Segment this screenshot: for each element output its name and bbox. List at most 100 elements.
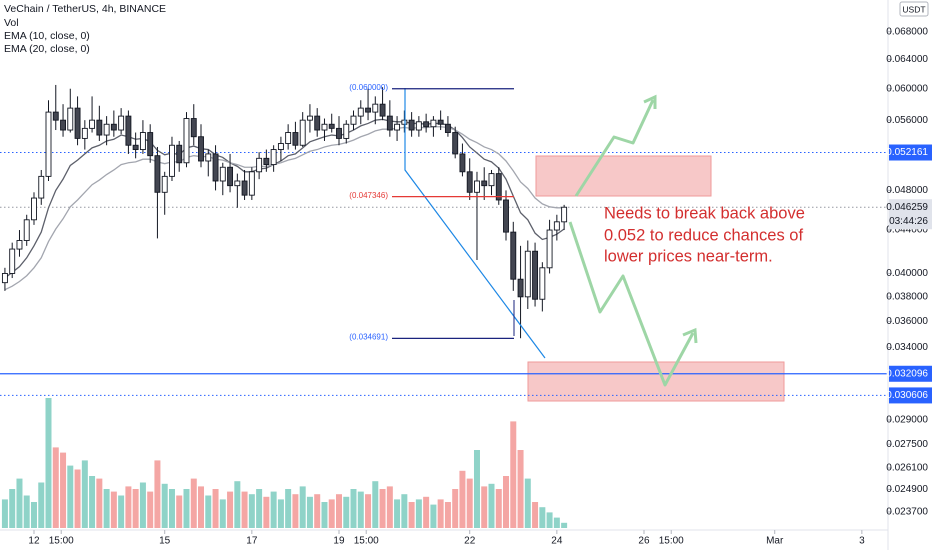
- volume-bar: [89, 476, 96, 528]
- y-tick-label: 0.036000: [886, 316, 928, 327]
- volume-bar: [306, 496, 313, 528]
- candle-body: [372, 103, 379, 113]
- price-pane: [1, 84, 568, 339]
- volume-bar: [379, 489, 386, 528]
- volume-bar: [45, 398, 52, 528]
- volume-bar: [248, 494, 255, 528]
- volume-bar: [321, 502, 328, 528]
- y-tick-label: 0.068000: [886, 26, 928, 37]
- candle-body: [292, 132, 299, 146]
- candle-body: [161, 175, 168, 193]
- candle-body: [81, 127, 88, 139]
- volume-bar: [168, 489, 175, 528]
- volume-bar: [343, 496, 350, 528]
- volume-bar: [256, 489, 263, 528]
- candle-body: [517, 278, 524, 298]
- note-line: 0.052 to reduce chances of: [604, 226, 803, 244]
- candle-body: [16, 240, 23, 250]
- candle-body: [227, 166, 234, 187]
- candle-body: [241, 180, 248, 196]
- volume-bar: [118, 495, 125, 528]
- candle-body: [430, 119, 437, 128]
- candle-body: [321, 123, 328, 131]
- volume-bar: [81, 460, 88, 528]
- support-zone: [527, 361, 785, 402]
- volume-bar: [459, 470, 466, 528]
- candle-body: [299, 119, 306, 146]
- candle-body: [169, 144, 175, 177]
- price-line-badge: [889, 365, 932, 382]
- time-axis-bg: [0, 530, 888, 550]
- candle-body: [510, 231, 517, 280]
- volume-bar: [481, 486, 488, 528]
- volume-bar: [125, 486, 132, 528]
- candle-body: [285, 132, 292, 144]
- legend: VeChain / TetherUS, 4h, BINANCE Vol EMA …: [4, 3, 166, 55]
- candle-body: [118, 115, 125, 131]
- volume-bar: [401, 494, 408, 528]
- candle-body: [45, 111, 52, 177]
- volume-bar: [227, 491, 234, 528]
- y-tick-label: 0.029000: [886, 415, 928, 426]
- price-axis-bg: [888, 0, 932, 550]
- volume-legend: Vol: [4, 17, 19, 29]
- level-label: (0.047346): [349, 191, 388, 200]
- y-tick-label: 0.044000: [886, 225, 928, 236]
- candle-body: [561, 206, 568, 223]
- bullish-path: [574, 99, 655, 197]
- volume-bar: [386, 486, 393, 528]
- candle-body: [212, 153, 219, 182]
- volume-bar: [328, 499, 335, 528]
- candle-body: [52, 111, 59, 121]
- candle-body: [394, 123, 401, 131]
- note-line: Needs to break back above: [604, 204, 805, 222]
- volume-bar: [183, 489, 190, 528]
- x-tick-label: 3: [859, 536, 865, 547]
- candle-body: [234, 180, 241, 187]
- candle-body: [67, 107, 74, 131]
- y-tick-label: 0.040000: [886, 268, 928, 279]
- volume-bar: [285, 489, 292, 528]
- volume-bar: [270, 491, 277, 528]
- bullish-arrowhead: [643, 94, 657, 109]
- candle-body: [176, 144, 183, 164]
- y-tick-label: 0.027500: [886, 439, 928, 450]
- volume-bar: [234, 481, 241, 528]
- x-tick-label: 12: [28, 536, 40, 547]
- currency-badge[interactable]: [899, 1, 929, 17]
- candle-body: [205, 153, 212, 162]
- candle-body: [474, 180, 480, 193]
- volume-bar: [74, 469, 81, 528]
- candle-body: [198, 136, 204, 162]
- volume-bar: [423, 496, 430, 528]
- candle-body: [488, 173, 495, 187]
- volume-bar: [503, 476, 510, 528]
- y-tick-label: 0.024900: [886, 484, 928, 495]
- volume-bar: [444, 502, 451, 528]
- ema-line: [4, 118, 565, 279]
- candle-body: [38, 175, 45, 199]
- candle-body: [357, 107, 364, 117]
- candle-body: [248, 171, 255, 196]
- candle-body: [336, 127, 342, 139]
- candle-body: [314, 115, 321, 131]
- candle-body: [125, 115, 132, 146]
- y-tick-label: 0.038000: [886, 291, 928, 302]
- bearish-path: [568, 221, 695, 387]
- volume-bar: [350, 489, 357, 528]
- candle-body: [147, 132, 154, 157]
- volume-bar: [139, 482, 146, 528]
- price-line-label: 0.030606: [886, 390, 928, 401]
- x-tick-label: 15:00: [354, 536, 379, 547]
- volume-bar: [132, 489, 139, 528]
- candle-body: [328, 123, 335, 129]
- volume-bar: [67, 465, 74, 528]
- countdown-label: 03:44:26: [889, 216, 928, 227]
- candle-body: [23, 219, 30, 241]
- candle-body: [154, 155, 161, 193]
- volume-bar: [30, 502, 37, 528]
- candle-body: [379, 103, 386, 117]
- y-tick-label: 0.026100: [886, 463, 928, 474]
- volume-bar: [314, 494, 321, 528]
- x-tick-label: 17: [246, 536, 258, 547]
